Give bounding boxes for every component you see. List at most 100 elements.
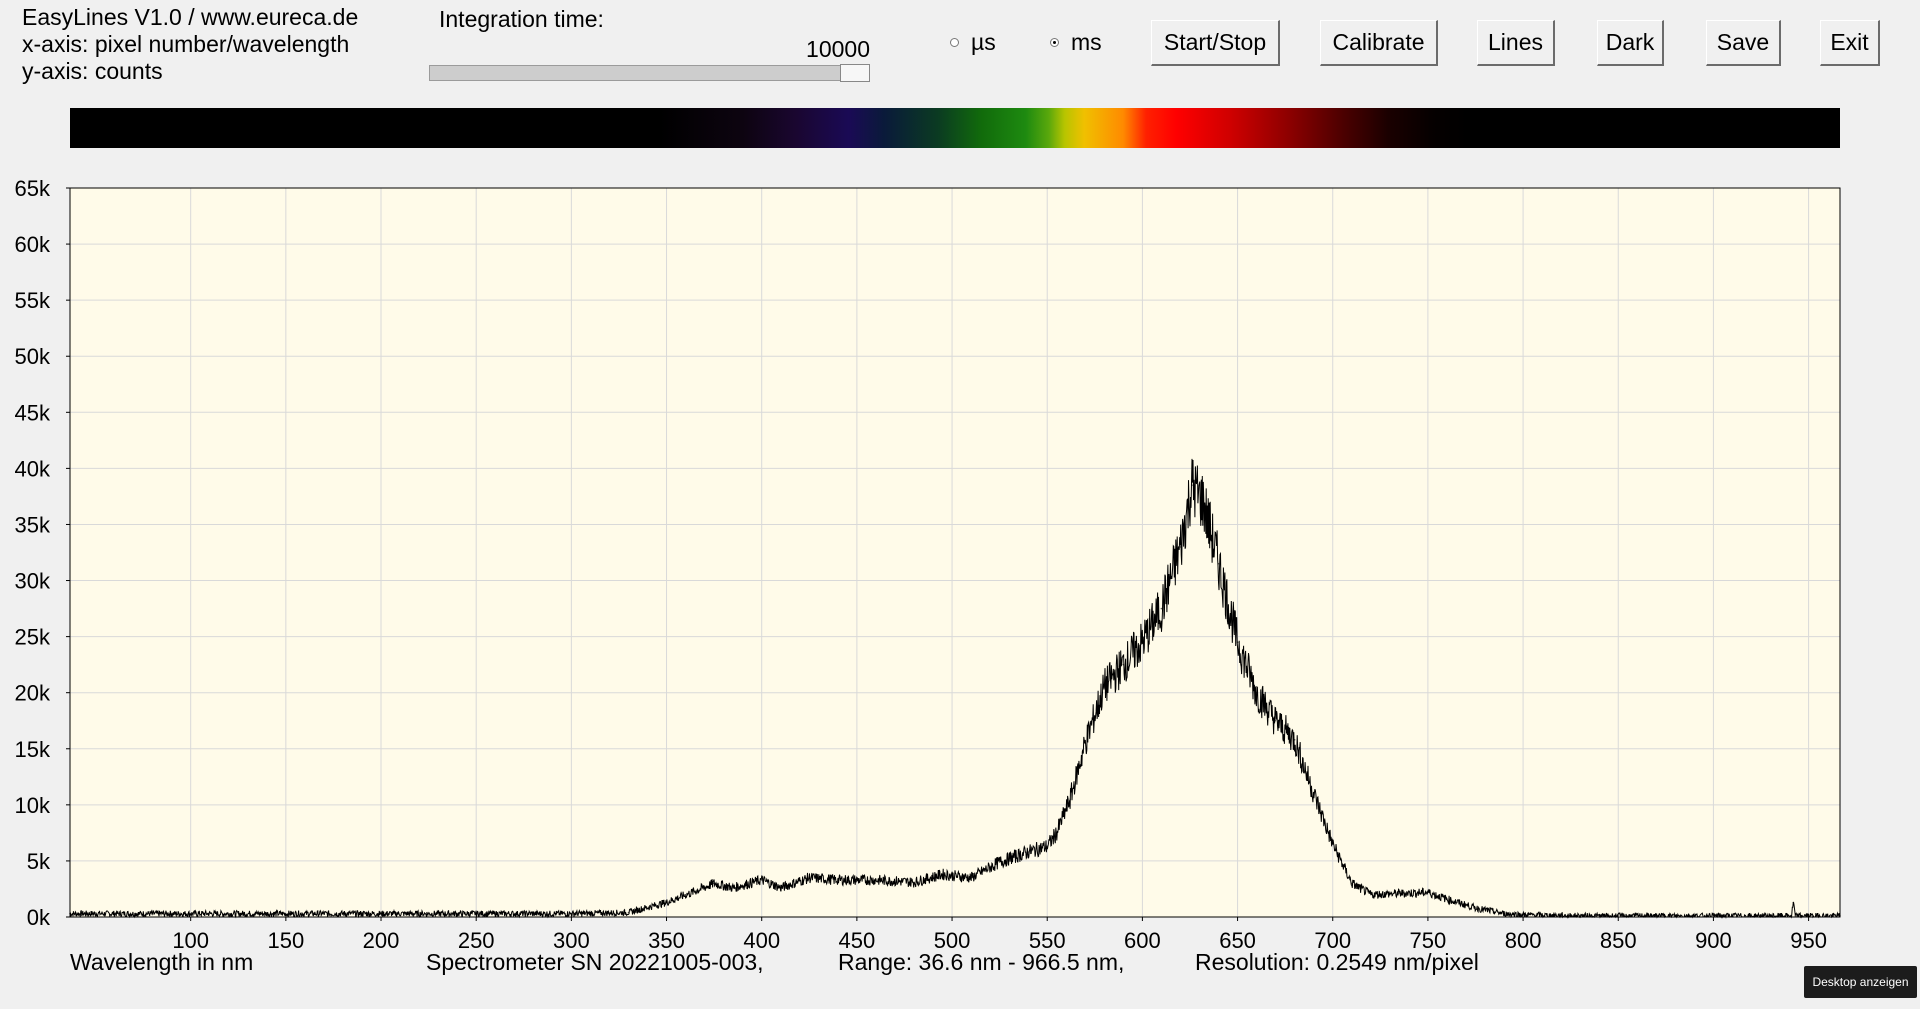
data-point [732, 887, 734, 889]
data-point [570, 912, 573, 915]
data-point [694, 890, 696, 892]
data-point [1312, 792, 1315, 795]
y-tick-label: 10k [15, 793, 51, 818]
y-tick-label: 0k [27, 905, 51, 930]
unit-ms-label: ms [1071, 29, 1102, 55]
app-info: EasyLines V1.0 / www.eureca.de x-axis: p… [22, 4, 358, 85]
xaxis-label: Wavelength in nm [70, 949, 254, 975]
x-tick-label: 100 [172, 928, 209, 950]
data-point [665, 901, 668, 904]
y-tick-label: 60k [15, 232, 51, 257]
y-tick-label: 35k [15, 512, 51, 537]
y-tick-label: 50k [15, 344, 51, 369]
lines-button[interactable]: Lines [1477, 20, 1555, 66]
data-point [1427, 891, 1429, 894]
data-point [1217, 562, 1220, 565]
calibrate-button[interactable]: Calibrate [1320, 20, 1438, 66]
x-tick-label: 600 [1124, 928, 1161, 950]
plot-frame [69, 187, 1841, 918]
x-tick-label: 500 [934, 928, 971, 950]
integration-time-slider[interactable] [429, 65, 870, 81]
x-tick-label: 400 [743, 928, 780, 950]
data-point [1293, 739, 1296, 741]
data-point [713, 882, 715, 885]
data-point [1790, 915, 1793, 917]
x-tick-label: 800 [1505, 928, 1542, 950]
data-point [1474, 907, 1477, 909]
radio-us-indicator[interactable] [950, 38, 959, 47]
data-point [779, 887, 782, 889]
y-tick-label: 15k [15, 737, 51, 762]
data-point [189, 912, 192, 915]
data-point [1839, 915, 1841, 917]
unit-ms-radio[interactable]: ms [1050, 29, 1102, 56]
data-point [1191, 484, 1193, 487]
spectrum-chart: 0k 5k 10k 15k 20k 25k 30k 35k 40k 45k 50k 55k 60k 65k… [15, 180, 1841, 950]
yaxis-description: y-axis: counts [22, 58, 163, 84]
data-point [1069, 798, 1071, 800]
unit-us-label: µs [971, 29, 996, 55]
data-point [1255, 691, 1258, 694]
x-tick-label: 550 [1029, 928, 1066, 950]
x-tick-label: 150 [267, 928, 304, 950]
x-tick-label: 750 [1410, 928, 1447, 950]
y-tick-label: 55k [15, 288, 51, 313]
data-point [69, 912, 71, 915]
data-point [1370, 893, 1372, 896]
data-point [941, 873, 944, 876]
data-point [1331, 843, 1334, 845]
data-point [1351, 882, 1353, 885]
xaxis-description: x-axis: pixel number/wavelength [22, 31, 350, 57]
data-point [1160, 607, 1163, 610]
save-button[interactable]: Save [1706, 20, 1781, 66]
x-tick-label: 900 [1695, 928, 1732, 950]
data-point [1236, 641, 1239, 643]
start-stop-button[interactable]: Start/Stop [1151, 20, 1280, 66]
data-point [760, 879, 763, 881]
data-point [837, 879, 839, 881]
wavelength-range: Range: 36.6 nm - 966.5 nm, [838, 949, 1125, 975]
data-point [1103, 686, 1106, 688]
plot-area [70, 188, 1840, 917]
integration-time-slider-thumb[interactable] [840, 64, 870, 82]
spectrum-color-bar [70, 108, 1840, 148]
data-point [1655, 915, 1658, 917]
data-point [1084, 742, 1087, 744]
x-tick-label: 350 [648, 928, 685, 950]
x-tick-label: 850 [1600, 928, 1637, 950]
data-point [1027, 851, 1029, 853]
dark-button[interactable]: Dark [1597, 20, 1664, 66]
y-tick-label: 30k [15, 569, 51, 594]
data-point [1769, 915, 1772, 917]
x-tick-label: 250 [458, 928, 495, 950]
exit-button[interactable]: Exit [1820, 20, 1880, 66]
y-tick-label: 20k [15, 681, 51, 706]
data-point [970, 876, 972, 879]
data-point [1503, 912, 1505, 915]
integration-time-label: Integration time: [439, 6, 604, 32]
y-tick-label: 25k [15, 625, 51, 650]
y-tick-label: 45k [15, 400, 51, 425]
radio-ms-indicator[interactable] [1050, 38, 1059, 47]
data-point [1579, 915, 1581, 917]
data-point [1122, 663, 1125, 666]
x-tick-label: 450 [839, 928, 876, 950]
spectrometer-serial: Spectrometer SN 20221005-003, [426, 949, 764, 975]
y-tick-label: 5k [27, 849, 51, 874]
data-point [913, 881, 915, 883]
resolution-text: Resolution: 0.2549 nm/pixel [1195, 949, 1479, 975]
unit-us-radio[interactable]: µs [950, 29, 996, 56]
data-point [1794, 915, 1797, 917]
data-point [1055, 832, 1058, 834]
desktop-tooltip: Desktop anzeigen [1804, 966, 1917, 998]
data-point [1446, 898, 1448, 900]
data-point [808, 876, 811, 879]
y-tick-label: 65k [15, 180, 51, 201]
x-tick-label: 950 [1790, 928, 1827, 950]
data-point [1046, 845, 1048, 848]
data-point [1274, 719, 1277, 722]
x-tick-label: 650 [1219, 928, 1256, 950]
data-point [1179, 546, 1182, 548]
data-point [1792, 901, 1795, 904]
app-title: EasyLines V1.0 / www.eureca.de [22, 4, 359, 30]
